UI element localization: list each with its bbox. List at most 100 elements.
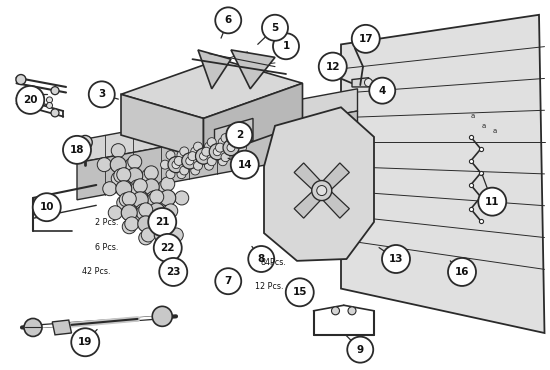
- Text: a: a: [481, 122, 486, 129]
- Text: 2 Pcs.: 2 Pcs.: [95, 218, 118, 226]
- Polygon shape: [52, 320, 72, 335]
- Circle shape: [158, 180, 172, 194]
- Circle shape: [111, 172, 125, 186]
- Circle shape: [382, 245, 410, 273]
- Circle shape: [478, 188, 506, 216]
- Circle shape: [143, 179, 160, 195]
- Circle shape: [216, 143, 224, 152]
- Circle shape: [117, 196, 131, 210]
- Circle shape: [174, 157, 183, 165]
- Circle shape: [205, 142, 213, 151]
- Text: 9: 9: [357, 344, 364, 355]
- Circle shape: [218, 138, 227, 147]
- Circle shape: [319, 53, 346, 81]
- Circle shape: [200, 152, 207, 160]
- Circle shape: [352, 25, 379, 53]
- Circle shape: [177, 170, 186, 179]
- Text: 84Pcs.: 84Pcs.: [260, 258, 286, 267]
- Text: 22: 22: [161, 243, 175, 253]
- Circle shape: [221, 153, 230, 162]
- Circle shape: [168, 157, 184, 173]
- Text: 21: 21: [155, 217, 169, 227]
- Circle shape: [132, 192, 148, 208]
- Polygon shape: [214, 118, 253, 152]
- Circle shape: [155, 214, 169, 228]
- Circle shape: [51, 87, 59, 95]
- Circle shape: [207, 138, 216, 147]
- Text: 3: 3: [98, 89, 106, 100]
- Text: 19: 19: [78, 337, 92, 347]
- Circle shape: [227, 144, 235, 152]
- Polygon shape: [319, 163, 349, 194]
- Circle shape: [223, 139, 239, 156]
- Circle shape: [47, 102, 52, 108]
- Text: 42 Pcs.: 42 Pcs.: [81, 268, 110, 276]
- Circle shape: [114, 169, 128, 183]
- Circle shape: [180, 147, 189, 156]
- Circle shape: [108, 206, 122, 220]
- Circle shape: [121, 205, 138, 221]
- Text: 5: 5: [271, 23, 279, 33]
- Text: 7: 7: [224, 276, 232, 286]
- Circle shape: [224, 147, 233, 156]
- Circle shape: [153, 217, 167, 231]
- Circle shape: [136, 204, 150, 218]
- Circle shape: [215, 268, 241, 294]
- Circle shape: [209, 144, 226, 160]
- Circle shape: [161, 160, 169, 169]
- Circle shape: [262, 15, 288, 41]
- Polygon shape: [341, 15, 544, 333]
- Circle shape: [221, 134, 230, 142]
- Text: 14: 14: [238, 159, 252, 170]
- Circle shape: [182, 153, 198, 169]
- Circle shape: [147, 191, 161, 205]
- Circle shape: [172, 161, 180, 169]
- Polygon shape: [121, 94, 204, 159]
- Circle shape: [103, 182, 117, 196]
- Circle shape: [375, 91, 384, 101]
- Circle shape: [286, 278, 313, 306]
- Circle shape: [148, 203, 165, 219]
- Circle shape: [210, 152, 219, 161]
- Polygon shape: [352, 78, 374, 87]
- Circle shape: [166, 151, 175, 159]
- Circle shape: [194, 142, 202, 151]
- Circle shape: [317, 185, 327, 196]
- Circle shape: [332, 307, 339, 315]
- Text: a: a: [492, 128, 497, 134]
- Circle shape: [226, 122, 252, 148]
- Polygon shape: [121, 59, 302, 118]
- Circle shape: [128, 183, 142, 197]
- Text: 16: 16: [455, 267, 469, 277]
- Circle shape: [122, 192, 136, 206]
- Circle shape: [213, 148, 221, 156]
- Text: 11: 11: [485, 196, 499, 207]
- Circle shape: [215, 7, 241, 33]
- Circle shape: [110, 157, 126, 173]
- Circle shape: [369, 78, 395, 104]
- Circle shape: [97, 158, 111, 172]
- Circle shape: [128, 155, 142, 169]
- Text: 10: 10: [40, 202, 54, 212]
- Polygon shape: [294, 188, 324, 218]
- Circle shape: [116, 181, 132, 197]
- Circle shape: [72, 328, 99, 356]
- Circle shape: [248, 246, 274, 272]
- Circle shape: [232, 134, 241, 142]
- Circle shape: [191, 147, 200, 156]
- Text: 12: 12: [326, 61, 340, 72]
- Circle shape: [348, 307, 356, 315]
- Circle shape: [24, 319, 42, 336]
- Circle shape: [207, 157, 216, 166]
- Circle shape: [234, 123, 250, 139]
- Circle shape: [47, 97, 52, 103]
- Circle shape: [125, 217, 139, 231]
- Polygon shape: [294, 163, 324, 194]
- Circle shape: [147, 193, 161, 207]
- Circle shape: [183, 160, 191, 169]
- Circle shape: [148, 208, 176, 236]
- Circle shape: [175, 191, 189, 205]
- Circle shape: [16, 86, 44, 114]
- Circle shape: [347, 337, 373, 363]
- Circle shape: [78, 135, 92, 149]
